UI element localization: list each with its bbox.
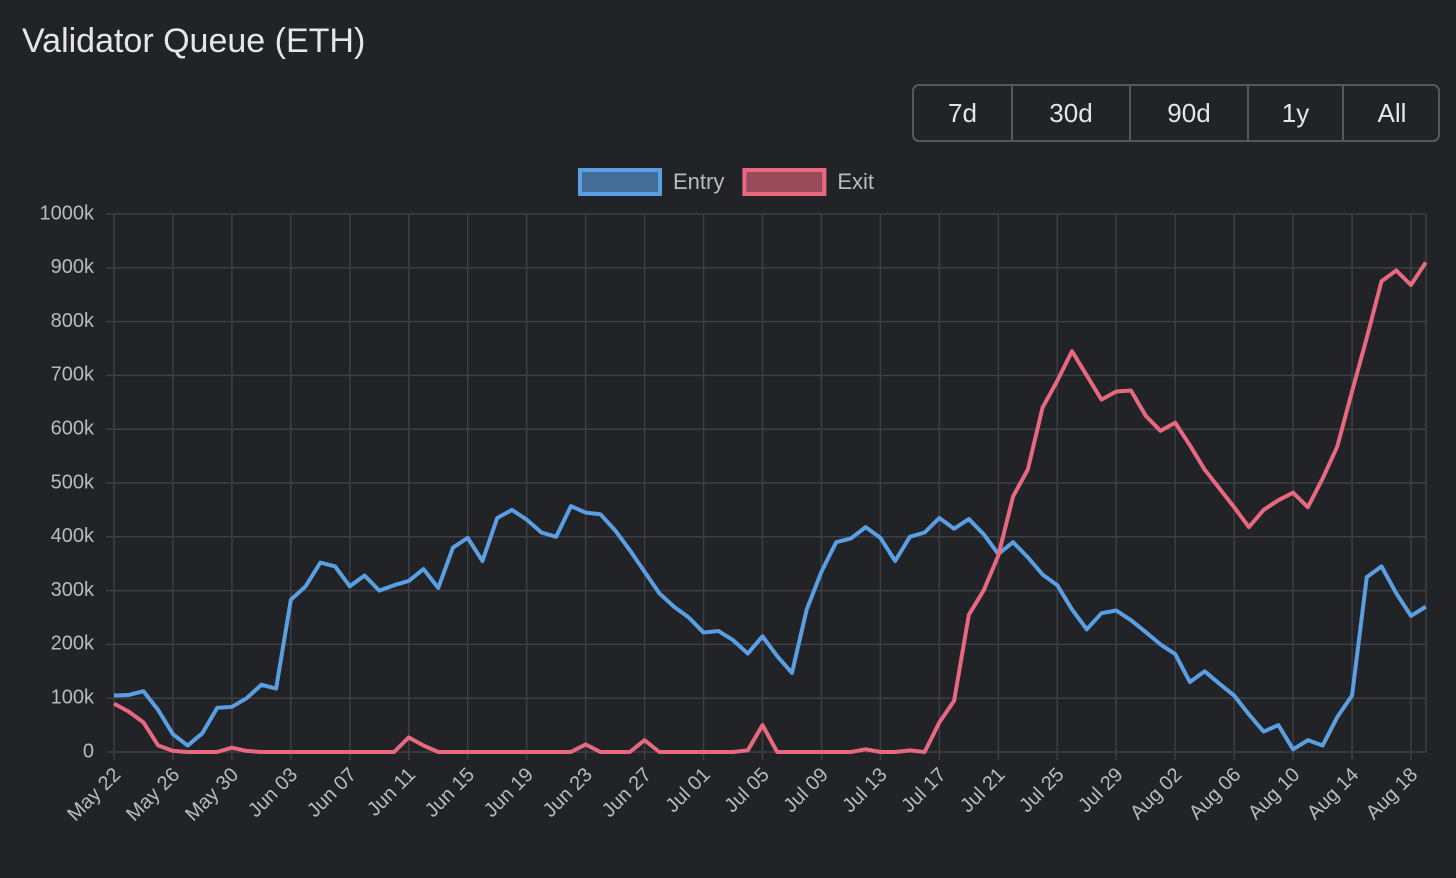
x-tick-label: Jun 11 xyxy=(363,764,420,821)
y-tick-label: 600k xyxy=(51,417,95,439)
legend-swatch xyxy=(742,168,827,196)
x-tick-label: May 30 xyxy=(181,764,243,826)
chart-title: Validator Queue (ETH) xyxy=(22,22,366,60)
series-line xyxy=(113,504,1427,752)
legend-label: Exit xyxy=(837,169,874,194)
x-tick-label: Jul 29 xyxy=(1074,764,1127,817)
y-tick-label: 1000k xyxy=(40,202,95,224)
range-button[interactable]: All xyxy=(1377,97,1407,128)
x-tick-label: Jul 21 xyxy=(956,764,1009,817)
range-button[interactable]: 1y xyxy=(1249,86,1344,140)
x-tick-label: Aug 18 xyxy=(1362,764,1422,824)
x-tick-label: Jul 25 xyxy=(1015,764,1068,817)
x-tick-label: Aug 10 xyxy=(1244,764,1304,824)
x-tick-label: Jun 27 xyxy=(598,764,656,822)
y-tick-label: 500k xyxy=(51,471,95,493)
range-button[interactable]: 7d xyxy=(914,86,1013,140)
x-tick-label: Jul 17 xyxy=(897,764,950,817)
x-tick-label: Jun 23 xyxy=(539,764,597,822)
x-tick-label: Jul 01 xyxy=(662,764,715,817)
y-tick-label: 0 xyxy=(83,740,94,762)
y-tick-label: 700k xyxy=(51,364,95,386)
series-line xyxy=(113,261,1428,754)
x-tick-label: Jun 07 xyxy=(303,764,361,822)
y-tick-label: 800k xyxy=(51,310,95,332)
x-tick-label: Jul 09 xyxy=(779,764,832,817)
x-tick-label: May 22 xyxy=(63,764,125,826)
x-tick-label: Jul 13 xyxy=(838,764,891,817)
range-selector: 7d 30d 90d 1y All xyxy=(912,84,1440,142)
x-tick-label: May 26 xyxy=(122,764,184,826)
x-tick-label: Jul 05 xyxy=(720,764,773,817)
x-tick-label: Jun 19 xyxy=(480,764,538,822)
y-tick-label: 100k xyxy=(51,686,95,708)
legend-label: Entry xyxy=(673,169,724,194)
y-tick-label: 200k xyxy=(51,633,95,655)
x-tick-label: Aug 02 xyxy=(1126,764,1186,824)
x-tick-label: Aug 06 xyxy=(1185,764,1245,824)
x-tick-label: Jun 03 xyxy=(244,764,302,822)
legend-swatch xyxy=(578,168,662,196)
range-button[interactable]: 90d xyxy=(1131,86,1249,140)
y-tick-label: 900k xyxy=(51,256,95,278)
y-tick-label: 300k xyxy=(51,579,95,601)
x-tick-label: Jun 15 xyxy=(421,764,479,822)
x-tick-label: Aug 14 xyxy=(1303,764,1363,824)
y-tick-label: 400k xyxy=(51,525,95,547)
range-button[interactable]: 30d xyxy=(1013,86,1131,140)
